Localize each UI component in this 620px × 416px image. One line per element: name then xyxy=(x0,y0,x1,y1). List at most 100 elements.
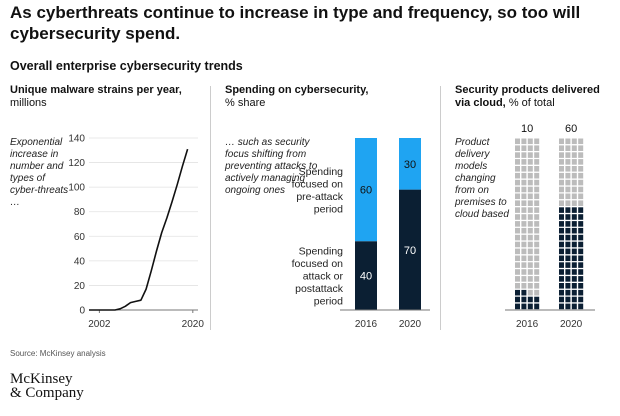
waffle-cell-cloud xyxy=(578,214,584,220)
waffle-cell-on-premises xyxy=(578,200,584,206)
y-tick-label: 40 xyxy=(74,256,86,267)
waffle-cell-on-premises xyxy=(565,186,571,193)
waffle-cell-on-premises xyxy=(527,276,533,282)
waffle-cell-on-premises xyxy=(534,283,540,289)
y-tick-label: 120 xyxy=(68,158,85,169)
waffle-cell-on-premises xyxy=(578,166,584,172)
waffle-cell-cloud xyxy=(559,221,564,227)
waffle-cell-on-premises xyxy=(527,193,533,200)
waffle-cell-cloud xyxy=(571,289,577,296)
panel1-annotation: Exponential increase in number and types… xyxy=(10,137,69,208)
waffle-cell-cloud xyxy=(521,303,527,310)
source-note: Source: McKinsey analysis xyxy=(10,349,106,358)
waffle-cell-on-premises xyxy=(578,159,584,165)
waffle-cell-on-premises xyxy=(527,152,533,158)
waffle-cell-on-premises xyxy=(559,166,564,172)
waffle-cell-cloud xyxy=(571,227,577,234)
waffle-cell-on-premises xyxy=(559,152,564,158)
bar-segment xyxy=(355,241,377,310)
waffle-cell-cloud xyxy=(565,255,571,262)
waffle-cell-on-premises xyxy=(521,276,527,282)
waffle-cell-on-premises xyxy=(521,152,527,158)
waffle-cell-on-premises xyxy=(571,138,577,145)
waffle-cell-on-premises xyxy=(515,269,520,275)
waffle-cell-cloud xyxy=(578,269,584,275)
panel1-header-unit: millions xyxy=(10,97,47,109)
waffle-cell-on-premises xyxy=(521,255,527,262)
waffle-cell-on-premises xyxy=(559,186,564,193)
waffle-cell-cloud xyxy=(578,227,584,234)
logo-line-1: McKinsey xyxy=(10,371,73,387)
waffle-cell-cloud xyxy=(578,241,584,248)
waffle-cell-cloud xyxy=(515,296,520,303)
waffle-cell-on-premises xyxy=(565,193,571,200)
waffle-cell-on-premises xyxy=(571,186,577,193)
waffle-cell-cloud xyxy=(559,303,564,310)
panel2-header-unit: % share xyxy=(225,97,266,109)
waffle-cell-on-premises xyxy=(527,186,533,193)
x-category-label: 2016 xyxy=(516,319,539,330)
x-tick-label: 2002 xyxy=(88,319,111,330)
waffle-cell-on-premises xyxy=(578,138,584,145)
waffle-cell-on-premises xyxy=(527,262,533,268)
waffle-cell-on-premises xyxy=(515,221,520,227)
waffle-cell-on-premises xyxy=(578,193,584,200)
bar-segment xyxy=(355,138,377,242)
panel3-annotation: Product delivery models changing from on… xyxy=(455,137,509,220)
waffle-cell-on-premises xyxy=(515,138,520,145)
waffle-cell-on-premises xyxy=(521,193,527,200)
waffle-cell-on-premises xyxy=(534,159,540,165)
waffle-cell-cloud xyxy=(559,283,564,289)
waffle-cell-on-premises xyxy=(521,207,527,213)
waffle-cell-on-premises xyxy=(534,207,540,213)
waffle-cell-on-premises xyxy=(515,179,520,186)
waffle-cell-cloud xyxy=(578,289,584,296)
waffle-cell-on-premises xyxy=(571,159,577,165)
waffle-cell-on-premises xyxy=(515,200,520,206)
waffle-cell-on-premises xyxy=(534,255,540,262)
bar-value-label: 40 xyxy=(360,271,372,283)
waffle-cell-cloud xyxy=(515,289,520,296)
waffle-cell-cloud xyxy=(565,283,571,289)
waffle-cell-cloud xyxy=(565,276,571,282)
waffle-cell-on-premises xyxy=(521,166,527,172)
y-tick-label: 60 xyxy=(74,232,86,243)
series-label: Spending focused on pre-attack period xyxy=(292,166,344,216)
waffle-cell-cloud xyxy=(534,296,540,303)
waffle-cell-on-premises xyxy=(534,166,540,172)
waffle-cell-on-premises xyxy=(534,269,540,275)
panel3-header-unit: % of total xyxy=(508,97,555,109)
waffle-cell-on-premises xyxy=(527,289,533,296)
waffle-cell-on-premises xyxy=(578,152,584,158)
waffle-cell-on-premises xyxy=(578,172,584,179)
bar-value-label: 70 xyxy=(404,245,416,257)
waffle-cell-cloud xyxy=(565,234,571,241)
y-tick-label: 80 xyxy=(74,207,86,218)
waffle-cell-cloud xyxy=(559,234,564,241)
mckinsey-logo: McKinsey & Company xyxy=(10,371,84,401)
waffle-cell-on-premises xyxy=(515,241,520,248)
waffle-cell-on-premises xyxy=(571,179,577,186)
waffle-cell-on-premises xyxy=(527,138,533,145)
waffle-cell-cloud xyxy=(578,221,584,227)
x-category-label: 2016 xyxy=(355,319,378,330)
waffle-cell-cloud xyxy=(559,289,564,296)
waffle-cell-on-premises xyxy=(527,255,533,262)
chart-title: As cyberthreats continue to increase in … xyxy=(10,3,581,43)
waffle-cell-cloud xyxy=(559,241,564,248)
series-label: Spending focused on attack or postattack per… xyxy=(292,246,344,308)
waffle-cell-on-premises xyxy=(559,172,564,179)
waffle-cell-on-premises xyxy=(534,241,540,248)
waffle-cell-cloud xyxy=(578,283,584,289)
waffle-cell-on-premises xyxy=(521,241,527,248)
waffle-cell-on-premises xyxy=(521,248,527,255)
waffle-cell-on-premises xyxy=(565,172,571,179)
waffle-cell-on-premises xyxy=(527,172,533,179)
waffle-cell-on-premises xyxy=(571,193,577,200)
x-category-label: 2020 xyxy=(399,319,422,330)
waffle-cell-on-premises xyxy=(521,145,527,151)
waffle-cell-on-premises xyxy=(534,221,540,227)
waffle-cell-on-premises xyxy=(515,186,520,193)
waffle-cell-on-premises xyxy=(527,227,533,234)
